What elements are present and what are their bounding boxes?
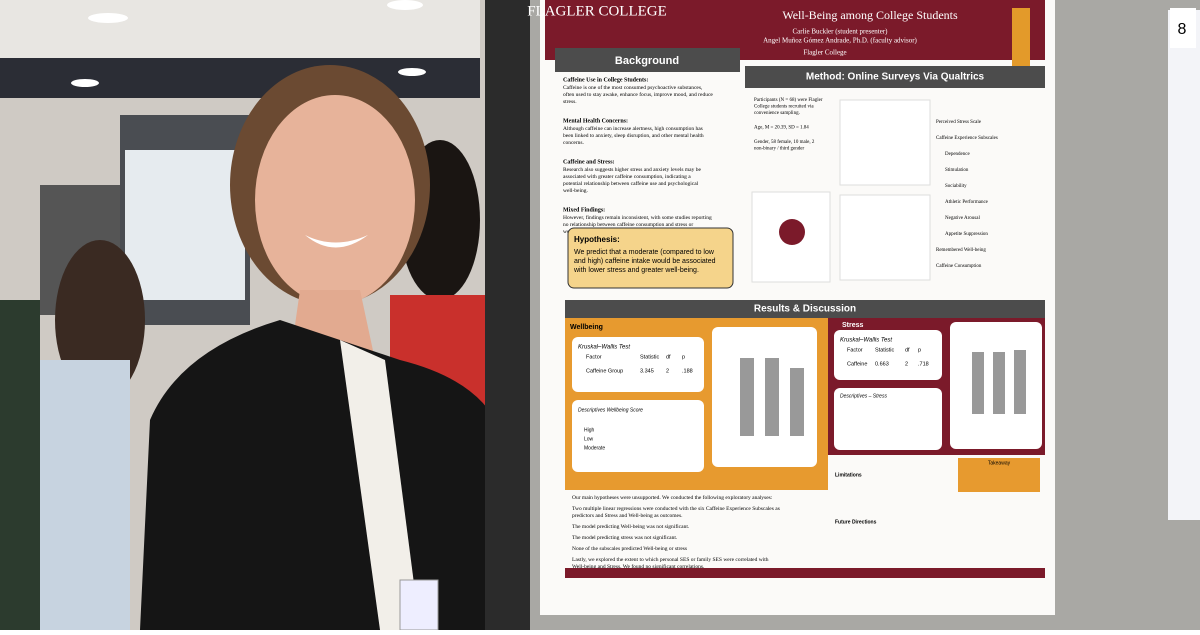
section-bar <box>565 300 1045 318</box>
summary: Lastly, we explored the extent to which … <box>572 556 769 570</box>
table-cell: Moderate <box>584 445 605 451</box>
summary: Our main hypotheses were unsupported. We… <box>572 494 773 501</box>
table-head: Statistic <box>875 347 895 353</box>
table-card <box>572 400 704 472</box>
shirt <box>340 340 420 630</box>
badge <box>399 579 439 631</box>
college: FLAGLER COLLEGE <box>527 3 667 19</box>
bystander <box>0 300 40 630</box>
scale: Remembered Well-being <box>936 248 986 253</box>
scale: Sociability <box>945 184 967 189</box>
table-title: Descriptives – Stress <box>840 393 887 399</box>
board-frame <box>485 0 530 630</box>
section-heading: Method: Online Surveys Via Qualtrics <box>806 72 985 83</box>
light <box>88 13 128 23</box>
table-head: df <box>905 347 910 353</box>
paragraph: Although caffeine can increase alertness… <box>563 125 704 146</box>
sign-number: 8 <box>1178 21 1187 38</box>
student: Carlie Buckler (student presenter) <box>792 28 888 36</box>
bar-images <box>740 350 1026 436</box>
chart-image <box>839 194 931 281</box>
scale: Negative Arousal <box>945 216 980 221</box>
scale: Dependence <box>945 152 970 157</box>
scale: Stimulation <box>945 168 969 173</box>
hypothesis-box <box>567 227 734 289</box>
light <box>387 0 423 10</box>
next-poster <box>1168 10 1200 520</box>
affiliation: Flagler College <box>803 49 846 57</box>
scale: Athletic Performance <box>945 200 989 205</box>
advisor: Angel Muñoz Gómez Andrade, Ph.D. (facult… <box>763 37 917 45</box>
table-cell: Low <box>584 436 594 442</box>
panel-heading: Wellbeing <box>570 324 603 331</box>
sign <box>1170 8 1196 48</box>
section-heading: Background <box>615 55 679 67</box>
section-heading: Results & Discussion <box>754 304 856 315</box>
table-title: Descriptives Wellbeing Score <box>578 407 643 413</box>
table-cell: .718 <box>918 361 929 367</box>
pie-image <box>779 219 805 245</box>
summary: The model predicting stress was not sign… <box>572 534 678 541</box>
table-head: p <box>682 354 685 360</box>
table-card <box>834 330 942 380</box>
panel-heading: Stress <box>842 322 864 329</box>
table-head: Factor <box>847 347 863 353</box>
takeaway: Takeaway <box>988 460 1011 466</box>
scale: Appetite Suppression <box>945 232 988 237</box>
takeaway-box <box>958 458 1040 492</box>
summary: The model predicting Well-being was not … <box>572 523 690 530</box>
chart-image <box>839 99 931 186</box>
light <box>398 68 426 76</box>
table-cell: High <box>584 427 595 433</box>
blazer <box>140 320 510 630</box>
hypothesis: We predict that a moderate (compared to … <box>573 249 716 274</box>
paragraph: Caffeine is one of the most consumed psy… <box>563 84 713 105</box>
table-cell: 3.345 <box>640 368 654 374</box>
section-bar <box>745 66 1045 88</box>
table-title: Kruskal–Wallis Test <box>578 345 630 351</box>
table-head: Statistic <box>640 354 660 360</box>
table-head: p <box>918 347 921 353</box>
scale: Caffeine Experience Subscales <box>936 136 998 141</box>
table-title: Kruskal–Wallis Test <box>840 338 892 344</box>
paragraph-lead: Mental Health Concerns: <box>563 118 628 124</box>
other-poster <box>125 150 245 300</box>
scale: Caffeine Consumption <box>936 264 982 269</box>
future: Future Directions <box>835 519 877 525</box>
paragraph-lead: Caffeine Use in College Students: <box>563 77 648 83</box>
paragraph-lead: Caffeine and Stress: <box>563 159 615 165</box>
ceiling <box>0 0 480 60</box>
limitations: Limitations <box>835 472 862 478</box>
scale: Perceived Stress Scale <box>936 120 982 125</box>
paragraph-lead: Mixed Findings: <box>563 207 605 213</box>
paragraph: Research also suggests higher stress and… <box>563 167 701 194</box>
section-bar <box>555 48 740 72</box>
light <box>71 79 99 87</box>
logo <box>1012 8 1030 68</box>
table-head: df <box>666 354 671 360</box>
table-card <box>572 337 704 392</box>
method-text: Age, M = 20.39, SD = 1.84 <box>754 126 809 131</box>
method-text: Gender, 58 female, 10 male, 2 non-binary … <box>754 140 815 152</box>
method-text: Participants (N = 68) were Flagler Colleg… <box>754 98 823 116</box>
table-head: Factor <box>586 354 602 360</box>
table-cell: 2 <box>666 368 669 374</box>
summary: None of the subscales predicted Well-bei… <box>572 545 687 552</box>
summary: Two multiple linear regressions were con… <box>572 505 780 519</box>
table-cell: .188 <box>682 368 693 374</box>
table-cell: 0.663 <box>875 361 889 367</box>
table-cell: Caffeine Group <box>586 368 623 374</box>
poster-title: Well-Being among College Students <box>782 8 958 22</box>
ceiling-beam <box>0 58 480 98</box>
table-card <box>834 388 942 450</box>
footer-bar <box>565 568 1045 578</box>
table-cell: 2 <box>905 361 908 367</box>
face <box>255 95 415 305</box>
table-cell: Caffeine <box>847 361 867 367</box>
smile <box>305 235 368 248</box>
hypothesis-heading: Hypothesis: <box>574 235 620 244</box>
